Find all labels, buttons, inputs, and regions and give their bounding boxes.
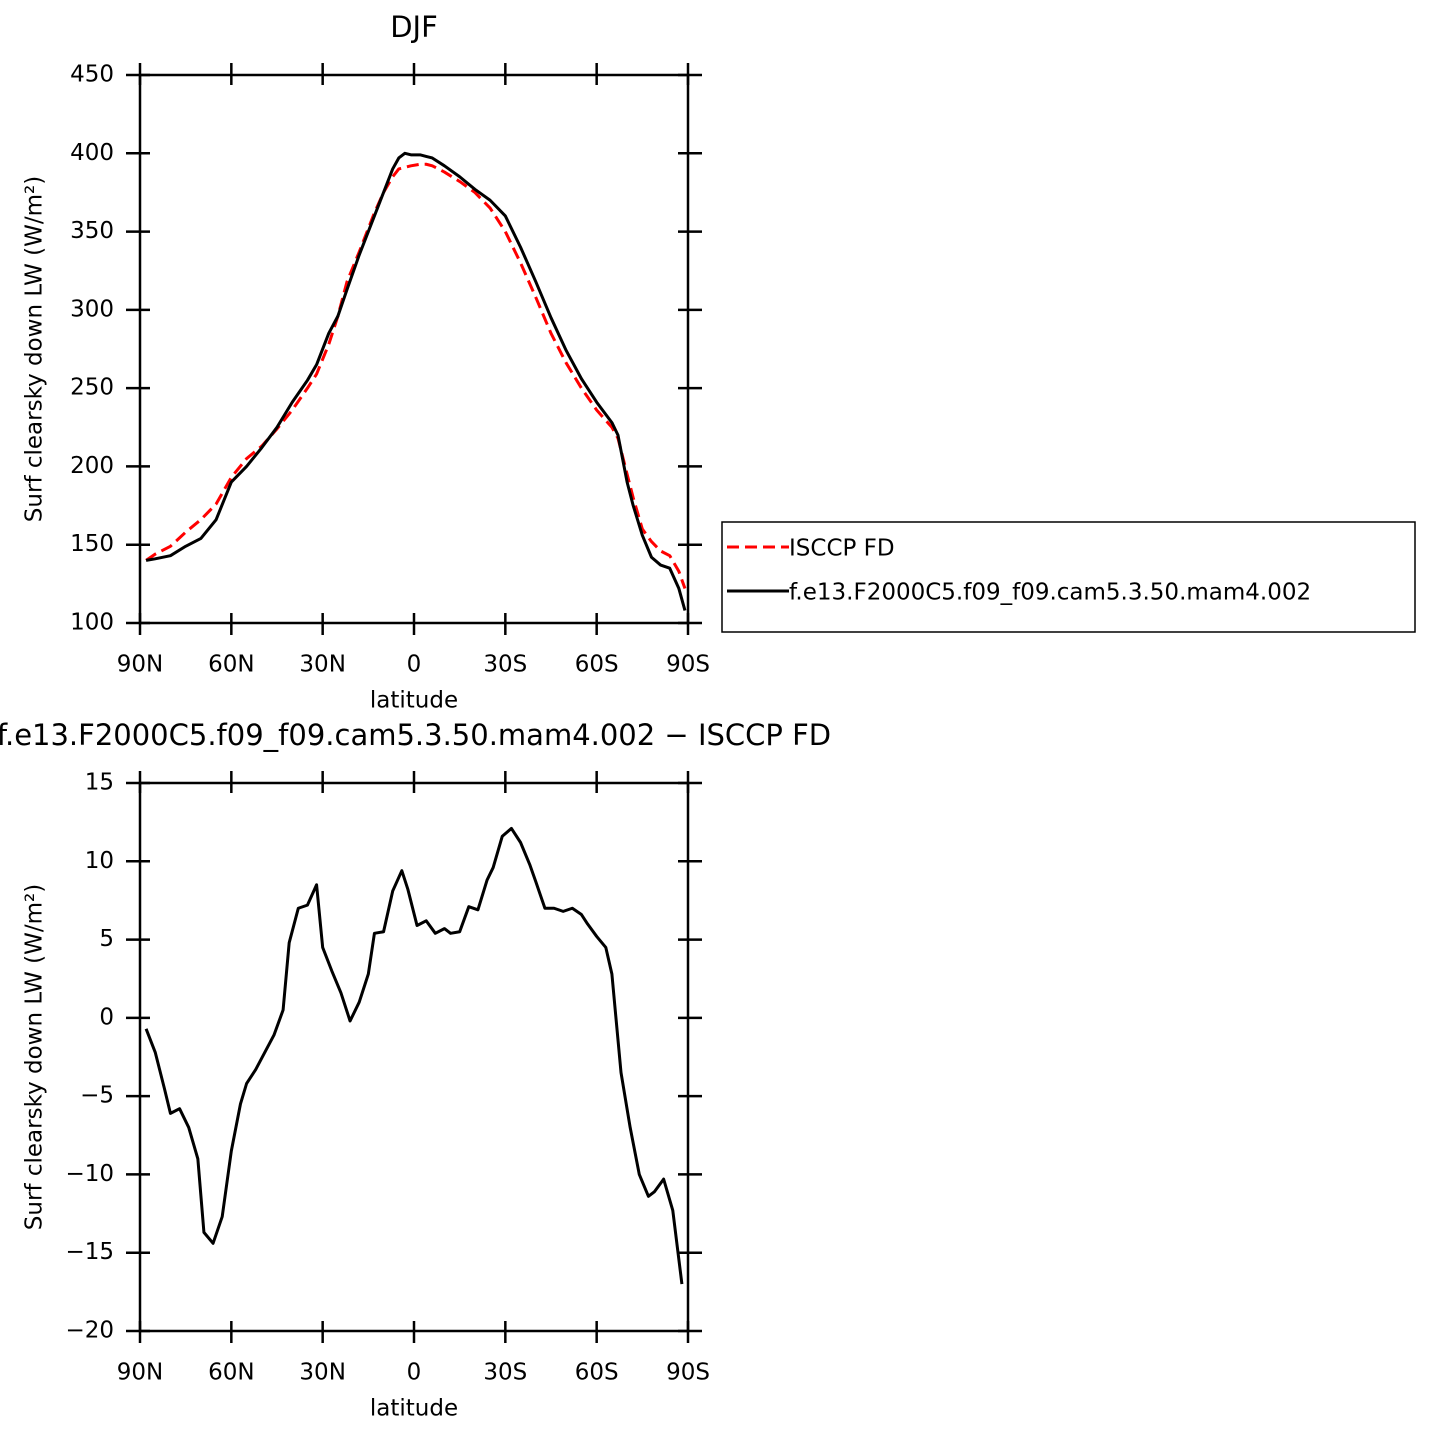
y-tick-label: 300 — [70, 296, 114, 322]
x-tick-label: 60S — [575, 652, 619, 678]
x-tick-label: 90S — [666, 1360, 710, 1386]
plot-frame — [138, 73, 690, 625]
y-axis-label: Surf clearsky down LW (W/m²) — [22, 176, 48, 522]
y-tick-label: −5 — [80, 1083, 114, 1109]
x-tick-label: 30S — [483, 1360, 527, 1386]
x-tick-label: 60N — [208, 652, 254, 678]
x-tick-label: 60S — [575, 1360, 619, 1386]
legend-label: f.e13.F2000C5.f09_f09.cam5.3.50.mam4.002 — [789, 580, 1311, 606]
chart-title: DJF — [390, 10, 438, 44]
y-tick-label: 250 — [70, 375, 114, 401]
y-tick-label: 400 — [70, 140, 114, 166]
y-tick-label: 450 — [70, 62, 114, 88]
data-line — [145, 162, 687, 590]
data-line — [144, 826, 684, 1285]
x-tick-label: 90S — [666, 652, 710, 678]
y-tick-label: 15 — [85, 770, 114, 796]
x-tick-label: 0 — [407, 1360, 422, 1386]
y-tick-label: 150 — [70, 531, 114, 557]
x-tick-label: 30S — [483, 652, 527, 678]
y-tick-label: −15 — [65, 1239, 114, 1265]
y-tick-label: 200 — [70, 453, 114, 479]
x-tick-label: 0 — [407, 652, 422, 678]
x-tick-label: 90N — [117, 652, 163, 678]
chart-title: f.e13.F2000C5.f09_f09.cam5.3.50.mam4.002… — [0, 718, 831, 752]
x-tick-label: 90N — [117, 1360, 163, 1386]
x-tick-label: 30N — [299, 1360, 345, 1386]
legend-box — [721, 521, 1416, 633]
y-tick-label: −10 — [65, 1161, 114, 1187]
x-tick-label: 30N — [299, 652, 345, 678]
y-tick-label: 10 — [85, 848, 114, 874]
y-tick-label: 5 — [99, 926, 114, 952]
y-tick-label: 350 — [70, 218, 114, 244]
x-axis-label: latitude — [370, 688, 458, 714]
x-tick-label: 60N — [208, 1360, 254, 1386]
y-tick-label: 0 — [99, 1004, 114, 1030]
y-tick-label: −20 — [65, 1318, 114, 1344]
plot-frame — [138, 781, 690, 1333]
y-tick-label: 100 — [70, 610, 114, 636]
x-axis-label: latitude — [370, 1396, 458, 1422]
legend-label: ISCCP FD — [789, 536, 895, 562]
y-axis-label: Surf clearsky down LW (W/m²) — [22, 884, 48, 1230]
data-line — [145, 151, 687, 611]
